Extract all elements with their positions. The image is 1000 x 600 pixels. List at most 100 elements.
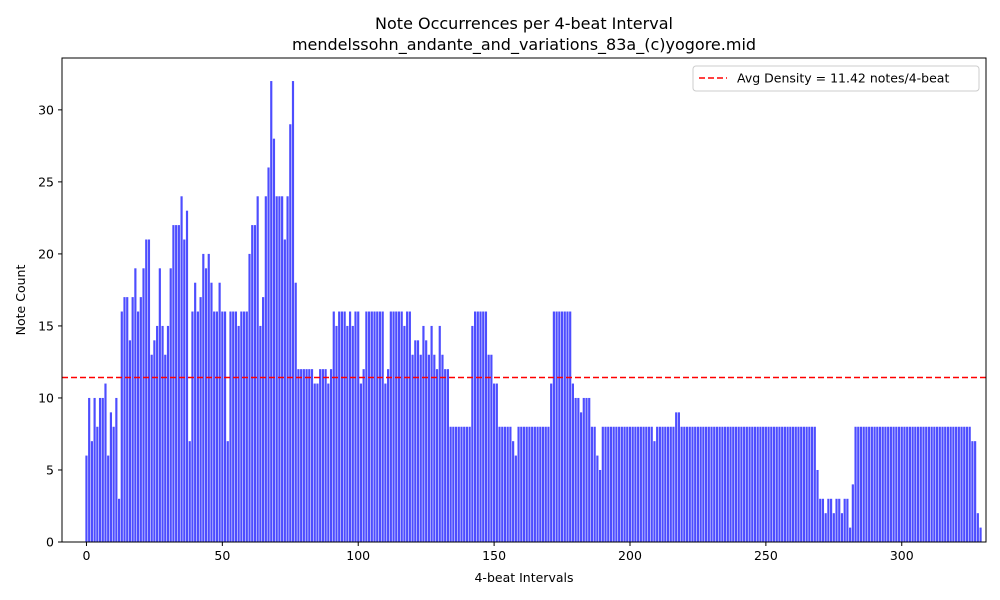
bar-262	[797, 426, 800, 542]
bar-273	[827, 498, 830, 542]
bar-221	[685, 426, 689, 542]
bar-108	[378, 311, 382, 542]
bar-258	[786, 426, 789, 542]
bar-42	[199, 297, 202, 542]
y-axis-ticks: 0 5 10 15 20 25 30	[38, 102, 62, 550]
bar-11	[115, 397, 118, 542]
bar-288	[868, 426, 871, 542]
bar-50	[221, 311, 224, 542]
bar-282	[851, 484, 854, 542]
bar-191	[604, 426, 607, 542]
x-axis-ticks: 0 50 100 150 200 250 300	[82, 542, 914, 563]
bar-236	[726, 426, 729, 542]
bar-95	[343, 311, 346, 542]
plot-frame	[61, 57, 987, 543]
bar-102	[362, 369, 365, 542]
bar-278	[840, 513, 844, 542]
bar-153	[501, 426, 504, 542]
bar-107	[376, 311, 379, 542]
bar-46	[210, 282, 213, 542]
bar-143	[474, 311, 477, 542]
bar-214	[666, 426, 670, 542]
bar-321	[957, 426, 960, 542]
bar-98	[351, 325, 354, 542]
bar-313	[936, 426, 939, 542]
bar-304	[911, 426, 914, 542]
bar-144	[476, 311, 479, 542]
bar-182	[579, 412, 583, 542]
bar-192	[607, 426, 610, 542]
bar-329	[979, 527, 982, 542]
bar-18	[134, 268, 137, 542]
bar-86	[319, 369, 322, 542]
bar-36	[183, 239, 186, 542]
bar-123	[419, 354, 422, 542]
bar-297	[892, 426, 895, 542]
bar-13	[120, 311, 123, 542]
bar-23	[147, 239, 151, 542]
bar-323	[963, 426, 966, 542]
x-tick-label-50: 50	[214, 548, 230, 563]
bar-149	[490, 354, 493, 542]
bar-113	[392, 311, 395, 542]
bar-189	[599, 469, 602, 542]
bar-130	[438, 325, 441, 542]
bar-184	[585, 397, 588, 542]
y-tick-label-0: 0	[46, 535, 54, 550]
bar-112	[389, 311, 392, 542]
bar-120	[411, 354, 414, 542]
bar-235	[724, 426, 727, 542]
bar-87	[321, 369, 324, 542]
bar-26	[156, 325, 159, 542]
bar-289	[870, 426, 873, 542]
bar-49	[218, 282, 221, 542]
bar-318	[949, 426, 952, 542]
bar-122	[416, 340, 420, 542]
bar-233	[718, 426, 721, 542]
bar-91	[332, 311, 335, 542]
bar-128	[433, 354, 436, 542]
bar-54	[232, 311, 235, 542]
bar-152	[498, 426, 501, 542]
bar-29	[164, 354, 167, 542]
bar-37	[185, 210, 189, 542]
bar-115	[397, 311, 401, 542]
bar-300	[900, 426, 903, 542]
bar-137	[457, 426, 460, 542]
bar-207	[647, 426, 651, 542]
bar-101	[359, 383, 363, 542]
bar-6	[101, 397, 104, 542]
bar-320	[955, 426, 958, 542]
bar-141	[468, 426, 471, 542]
bar-16	[128, 340, 132, 542]
bar-167	[539, 426, 542, 542]
bar-165	[533, 426, 536, 542]
bar-150	[493, 383, 496, 542]
bar-94	[340, 311, 343, 542]
bar-67	[267, 167, 270, 543]
bar-210	[656, 426, 659, 542]
bar-220	[683, 426, 686, 542]
bar-164	[531, 426, 534, 542]
bar-119	[408, 311, 411, 542]
bar-227	[702, 426, 705, 542]
bar-327	[974, 441, 977, 542]
bar-139	[463, 426, 466, 542]
bar-306	[916, 426, 920, 542]
y-tick-label-30: 30	[38, 102, 54, 117]
bar-257	[783, 426, 786, 542]
bar-93	[338, 311, 341, 542]
bar-77	[294, 282, 297, 542]
bar-160	[520, 426, 523, 542]
bar-148	[487, 354, 490, 542]
bar-59	[245, 311, 248, 542]
bar-205	[642, 426, 645, 542]
bar-21	[142, 268, 145, 542]
bar-41	[196, 311, 199, 542]
bar-104	[368, 311, 371, 542]
bar-175	[560, 311, 564, 542]
bar-252	[770, 426, 773, 542]
bar-270	[819, 498, 822, 542]
bar-135	[452, 426, 455, 542]
y-tick-label-20: 20	[38, 246, 54, 261]
